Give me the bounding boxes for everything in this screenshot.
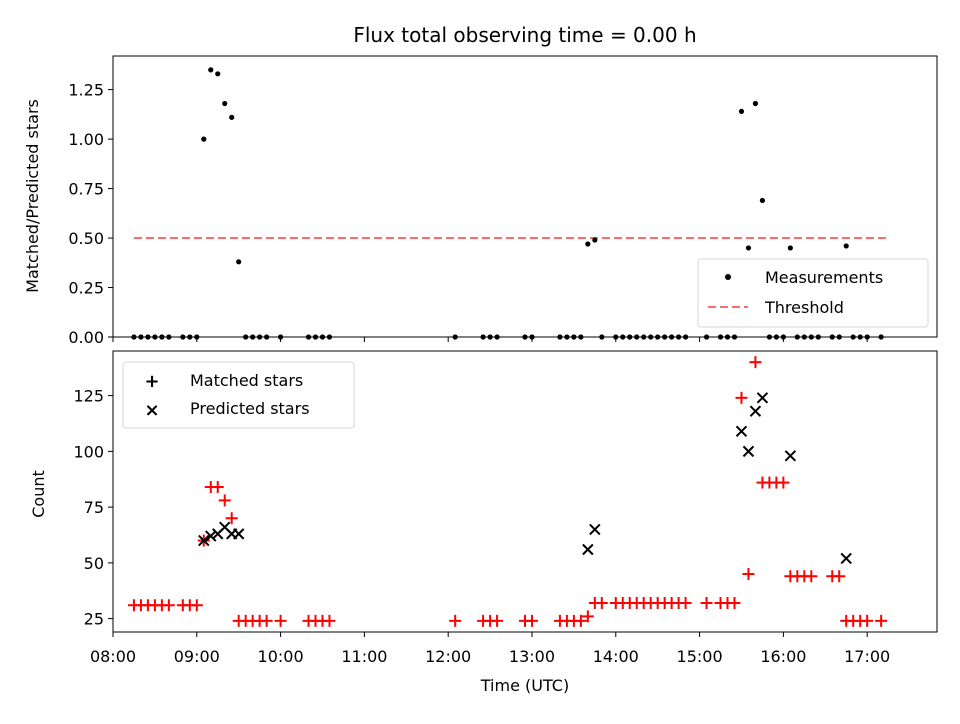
chart-title: Flux total observing time = 0.00 h	[353, 23, 696, 47]
matched-star-point	[190, 599, 203, 612]
x-tick-label: 10:00	[258, 647, 304, 666]
matched-star-point	[581, 610, 594, 623]
predicted-legend-label: Predicted stars	[190, 399, 310, 418]
predicted-star-point	[589, 523, 601, 536]
bottom-y-tick-label: 50	[84, 554, 104, 573]
measurements-legend-marker	[725, 274, 731, 280]
matched-star-point	[211, 481, 224, 494]
top-axes-frame	[112, 55, 938, 338]
measurement-point	[752, 100, 759, 107]
bottom-legend: + Matched stars × Predicted stars	[122, 361, 355, 429]
bottom-y-tick-label: 25	[84, 610, 104, 629]
top-legend: Measurements Threshold	[697, 258, 929, 328]
matched-star-point	[861, 614, 874, 627]
measurement-point	[236, 259, 242, 265]
predicted-star-point	[742, 445, 755, 458]
bottom-y-tick-label: 125	[73, 387, 104, 406]
predicted-star-point	[756, 392, 769, 404]
bottom-legend-box	[122, 361, 355, 429]
bottom-y-axis-label: Count	[29, 470, 48, 518]
x-tick-label: 08:00	[90, 647, 136, 666]
predicted-star-point	[205, 530, 217, 542]
bottom-axes-ticks: 25 50 75 100 125 08:00 09:00 10:00 11:00 12:00 13:…	[73, 387, 890, 666]
measurement-point	[745, 245, 752, 251]
top-y-axis-label: Matched/Predicted stars	[23, 99, 42, 293]
top-legend-box	[697, 258, 929, 328]
x-tick-label: 16:00	[760, 647, 806, 666]
matched-star-point	[777, 476, 790, 489]
count-points	[127, 356, 888, 627]
x-tick-label: 11:00	[341, 647, 387, 666]
measurement-point	[738, 108, 745, 115]
matched-star-point	[449, 614, 462, 627]
bottom-y-tick-label: 75	[84, 498, 104, 517]
x-tick-label: 13:00	[509, 647, 555, 666]
matched-star-point	[742, 568, 755, 581]
matched-star-point	[491, 614, 504, 627]
threshold-legend-label: Threshold	[764, 298, 844, 317]
measurement-point	[201, 136, 207, 142]
measurement-point	[222, 100, 228, 107]
predicted-star-point	[198, 534, 210, 547]
matched-star-point	[260, 614, 273, 627]
measurement-point	[229, 114, 235, 120]
measurement-point	[208, 67, 214, 73]
matched-star-point	[749, 356, 762, 369]
matched-star-point	[805, 570, 818, 583]
matched-star-point	[225, 512, 238, 525]
predicted-star-point	[735, 425, 748, 437]
x-tick-label: 14:00	[593, 647, 639, 666]
top-y-tick-label: 0.50	[68, 229, 104, 248]
top-y-tick-label: 0.25	[68, 279, 104, 298]
matched-star-point	[700, 597, 713, 610]
bottom-axes-frame	[112, 350, 938, 633]
bottom-panel: 25 50 75 100 125 08:00 09:00 10:00 11:00 12:00 13:…	[29, 350, 938, 695]
x-axis-label: Time (UTC)	[480, 676, 569, 695]
predicted-star-point	[749, 405, 762, 417]
top-y-tick-label: 0.75	[68, 180, 104, 199]
matched-legend-label: Matched stars	[190, 371, 303, 390]
predicted-star-point	[840, 552, 852, 565]
matched-star-point	[162, 599, 175, 612]
top-panel: Flux total observing time = 0.00 h 0.000…	[23, 23, 938, 347]
predicted-star-point	[232, 528, 245, 540]
predicted-star-point	[582, 543, 594, 556]
x-tick-label: 17:00	[844, 647, 890, 666]
matched-star-point	[574, 614, 587, 627]
matched-star-point	[875, 614, 888, 627]
top-y-tick-label: 1.00	[68, 130, 104, 149]
bottom-y-tick-label: 100	[73, 442, 104, 461]
x-tick-label: 12:00	[425, 647, 471, 666]
top-y-tick-label: 0.00	[68, 328, 104, 347]
matched-star-point	[323, 614, 336, 627]
matched-star-point	[525, 614, 538, 627]
x-tick-label: 15:00	[677, 647, 723, 666]
matched-star-point	[679, 597, 692, 610]
measurements-legend-label: Measurements	[765, 268, 883, 287]
measurement-point	[787, 245, 793, 251]
measurement-point	[585, 241, 591, 247]
top-y-tick-label: 1.25	[68, 81, 104, 100]
matched-star-point	[735, 391, 748, 404]
top-axes-ticks: 0.00 0.25 0.50 0.75 1.00 1.25	[68, 81, 868, 347]
x-tick-label: 09:00	[174, 647, 220, 666]
matched-star-point	[728, 597, 741, 610]
measurement-point	[759, 197, 766, 204]
matched-star-point	[833, 570, 846, 583]
matched-star-point	[595, 597, 608, 610]
predicted-star-point	[784, 450, 797, 462]
matched-star-point	[218, 494, 231, 507]
matched-star-point	[274, 614, 287, 627]
measurement-point	[215, 71, 221, 77]
measurement-point	[592, 237, 598, 243]
measurement-point	[843, 243, 849, 249]
matched-legend-marker: +	[144, 371, 159, 392]
predicted-legend-marker: ×	[144, 400, 159, 421]
